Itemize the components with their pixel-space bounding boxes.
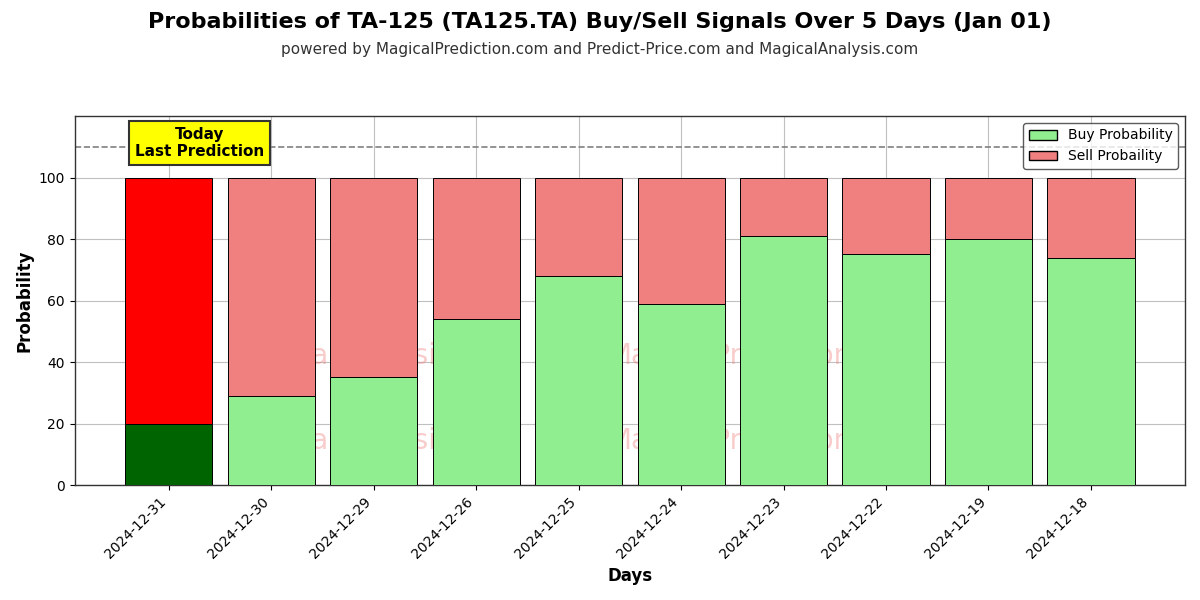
Bar — [125, 424, 212, 485]
Bar — [1048, 257, 1134, 485]
Bar — [842, 254, 930, 485]
Bar — [330, 178, 418, 377]
Text: calAnalysis.com: calAnalysis.com — [296, 342, 520, 370]
Y-axis label: Probability: Probability — [16, 250, 34, 352]
Text: powered by MagicalPrediction.com and Predict-Price.com and MagicalAnalysis.com: powered by MagicalPrediction.com and Pre… — [281, 42, 919, 57]
Bar — [944, 178, 1032, 239]
Bar — [535, 276, 622, 485]
Text: MagicalPrediction.com: MagicalPrediction.com — [607, 342, 919, 370]
Bar — [228, 396, 314, 485]
Bar — [740, 236, 827, 485]
Bar — [432, 178, 520, 319]
Bar — [432, 319, 520, 485]
Bar — [535, 178, 622, 276]
Bar — [637, 304, 725, 485]
Bar — [1048, 178, 1134, 257]
Bar — [330, 377, 418, 485]
Text: calAnalysis.com: calAnalysis.com — [296, 427, 520, 455]
Bar — [740, 178, 827, 236]
Text: MagicalPrediction.com: MagicalPrediction.com — [607, 427, 919, 455]
Bar — [944, 239, 1032, 485]
Bar — [637, 178, 725, 304]
Text: Today
Last Prediction: Today Last Prediction — [134, 127, 264, 159]
Legend: Buy Probability, Sell Probaility: Buy Probability, Sell Probaility — [1024, 123, 1178, 169]
Bar — [842, 178, 930, 254]
Text: Probabilities of TA-125 (TA125.TA) Buy/Sell Signals Over 5 Days (Jan 01): Probabilities of TA-125 (TA125.TA) Buy/S… — [149, 12, 1051, 32]
Bar — [228, 178, 314, 396]
X-axis label: Days: Days — [607, 567, 653, 585]
Bar — [125, 178, 212, 424]
